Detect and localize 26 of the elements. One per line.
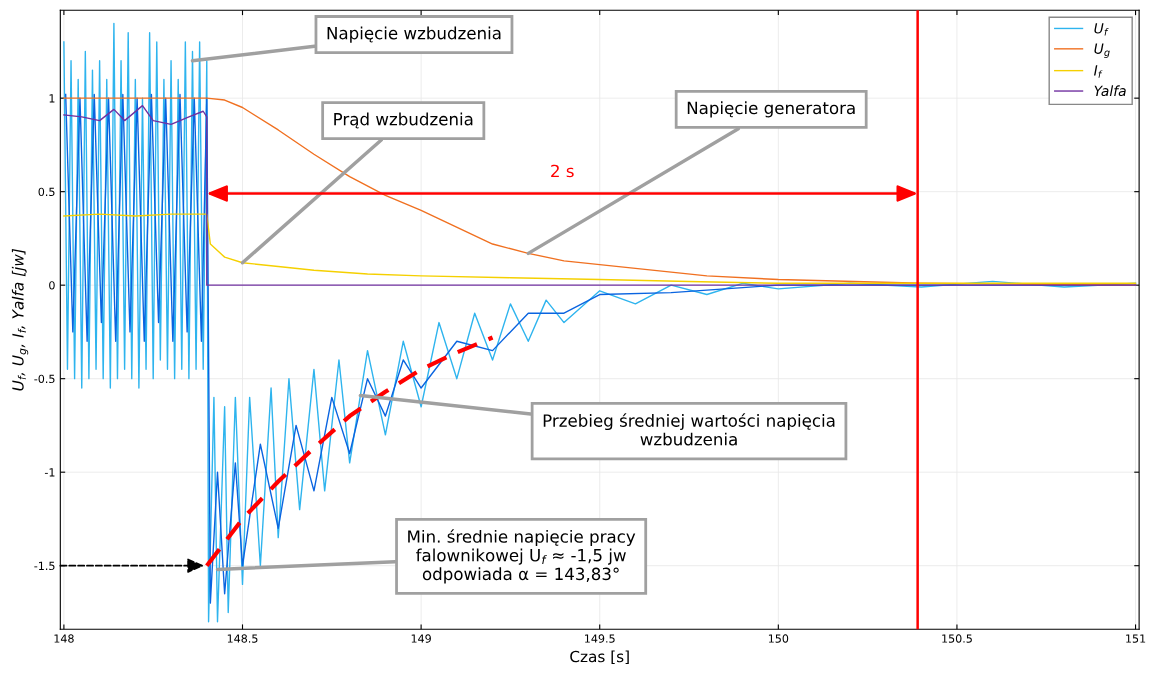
annotation: Napięcie generatora xyxy=(687,101,855,118)
x-tick-label: 149.5 xyxy=(585,634,615,643)
line-series xyxy=(63,213,1137,284)
y-axis-title: U$_{f}$, U$_{g}$, I$_{f}$, Yalfa [jw] xyxy=(11,248,29,391)
y-tick-label: 0.5 xyxy=(38,187,55,197)
legend-label: Yalfa xyxy=(1094,85,1126,97)
x-tick-label: 148.5 xyxy=(227,634,258,643)
annotation: Przebieg średniej wartości napięcia wzbudzenia xyxy=(543,413,835,446)
y-tick-label: 1 xyxy=(49,94,55,103)
y-tick-label: -0.5 xyxy=(34,374,55,384)
annotation: 2 s xyxy=(551,164,574,178)
annotation: Prąd wzbudzenia xyxy=(334,112,473,129)
y-tick-label: -1.5 xyxy=(34,561,55,571)
x-tick-label: 150 xyxy=(768,634,789,643)
x-axis-title: Czas [s] xyxy=(570,650,629,665)
annotation: Min. średnie napięcie pracy falownikowej U$_{f}$ ≈ -1,5 jw odpowiada α = 143,83° xyxy=(408,529,636,584)
annotation: Napięcie wzbudzenia xyxy=(327,26,501,43)
x-tick-label: 149 xyxy=(411,634,431,643)
legend-label: U$_{f}$ xyxy=(1094,23,1109,36)
legend-label: I$_{f}$ xyxy=(1094,65,1103,78)
x-tick-label: 148 xyxy=(54,634,74,643)
y-tick-label: 0 xyxy=(49,281,55,290)
x-tick-label: 150.5 xyxy=(942,634,972,643)
y-tick-label: -1 xyxy=(44,468,55,477)
x-tick-label: 151 xyxy=(1126,634,1146,643)
legend-label: U$_{g}$ xyxy=(1094,43,1110,58)
